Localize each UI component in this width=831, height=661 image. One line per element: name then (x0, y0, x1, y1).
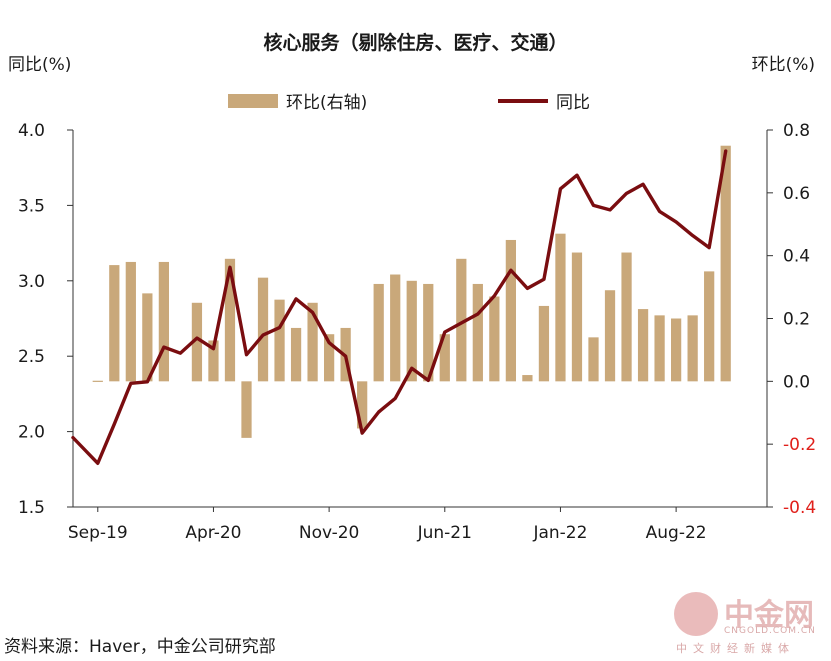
watermark-emblem-icon (674, 592, 718, 636)
bar (92, 380, 103, 382)
bar (208, 340, 219, 382)
bar (257, 277, 269, 382)
x-tick-label: Jan-22 (532, 523, 587, 543)
right-tick-label: 0.6 (783, 184, 810, 204)
bar (604, 290, 616, 382)
bar (191, 302, 203, 382)
bar (274, 299, 285, 382)
bar (357, 381, 368, 429)
watermark-brand: 中金网 (724, 598, 814, 633)
bar (588, 337, 599, 382)
bar (456, 258, 467, 382)
left-axis-unit-label: 同比(%) (8, 55, 72, 75)
bar (522, 375, 533, 382)
bar (224, 258, 236, 382)
bar (472, 283, 483, 382)
left-tick-label: 1.5 (18, 498, 45, 518)
legend-bar-swatch (228, 93, 278, 108)
bar (637, 309, 649, 382)
bar (720, 145, 731, 382)
legend-item-bar: 环比(右轴) (228, 88, 367, 113)
bar (158, 261, 169, 382)
x-tick-label: Apr-20 (185, 523, 241, 543)
bar (538, 305, 550, 382)
x-tick-label: Nov-20 (299, 523, 360, 543)
bar (423, 283, 434, 382)
bar (704, 271, 715, 382)
bar (373, 283, 384, 382)
bar (125, 261, 136, 382)
bar (406, 280, 417, 382)
bar (687, 315, 698, 382)
legend-line-label: 同比 (556, 93, 590, 113)
legend-item-line: 同比 (498, 88, 590, 113)
x-tick-label: Aug-22 (646, 523, 707, 543)
x-tick-label: Sep-19 (68, 523, 128, 543)
bar (307, 302, 318, 382)
bar (555, 233, 566, 382)
bar (390, 274, 401, 382)
bar (489, 296, 500, 382)
right-tick-label: 0.4 (783, 247, 810, 267)
bar (324, 334, 335, 382)
bar (142, 293, 153, 382)
legend-line-swatch (498, 98, 548, 103)
bar (654, 315, 665, 382)
line-series-yoy (71, 149, 728, 465)
right-tick-label: 0.2 (783, 310, 810, 330)
bar (505, 239, 516, 382)
watermark-tagline: 中文财经新媒体 (676, 642, 795, 655)
bar (571, 252, 583, 382)
right-tick-label: 0.8 (783, 121, 810, 141)
right-tick-label: -0.4 (783, 498, 816, 518)
bar (109, 265, 120, 382)
left-tick-label: 3.0 (18, 272, 45, 292)
source-note: 资料来源：Haver，中金公司研究部 (4, 637, 276, 657)
left-tick-label: 2.0 (18, 423, 45, 443)
x-tick-label: Jun-21 (417, 523, 472, 543)
left-tick-label: 3.5 (18, 196, 45, 216)
bar (621, 252, 632, 382)
watermark-logo: 中金网 CNGOLD.COM.CN 中文财经新媒体 (670, 588, 830, 658)
bar (241, 381, 252, 438)
bar (290, 327, 302, 382)
right-tick-label: -0.2 (783, 435, 816, 455)
legend-bar-label: 环比(右轴) (286, 93, 368, 113)
chart-title: 核心服务（剔除住房、医疗、交通） (263, 32, 568, 54)
left-tick-label: 4.0 (18, 121, 45, 141)
bar (439, 334, 450, 382)
watermark-url: CNGOLD.COM.CN (724, 626, 816, 636)
bar (671, 318, 682, 382)
right-tick-label: 0.0 (783, 372, 810, 392)
left-tick-label: 2.5 (18, 347, 45, 367)
right-axis-unit-label: 环比(%) (751, 55, 815, 75)
